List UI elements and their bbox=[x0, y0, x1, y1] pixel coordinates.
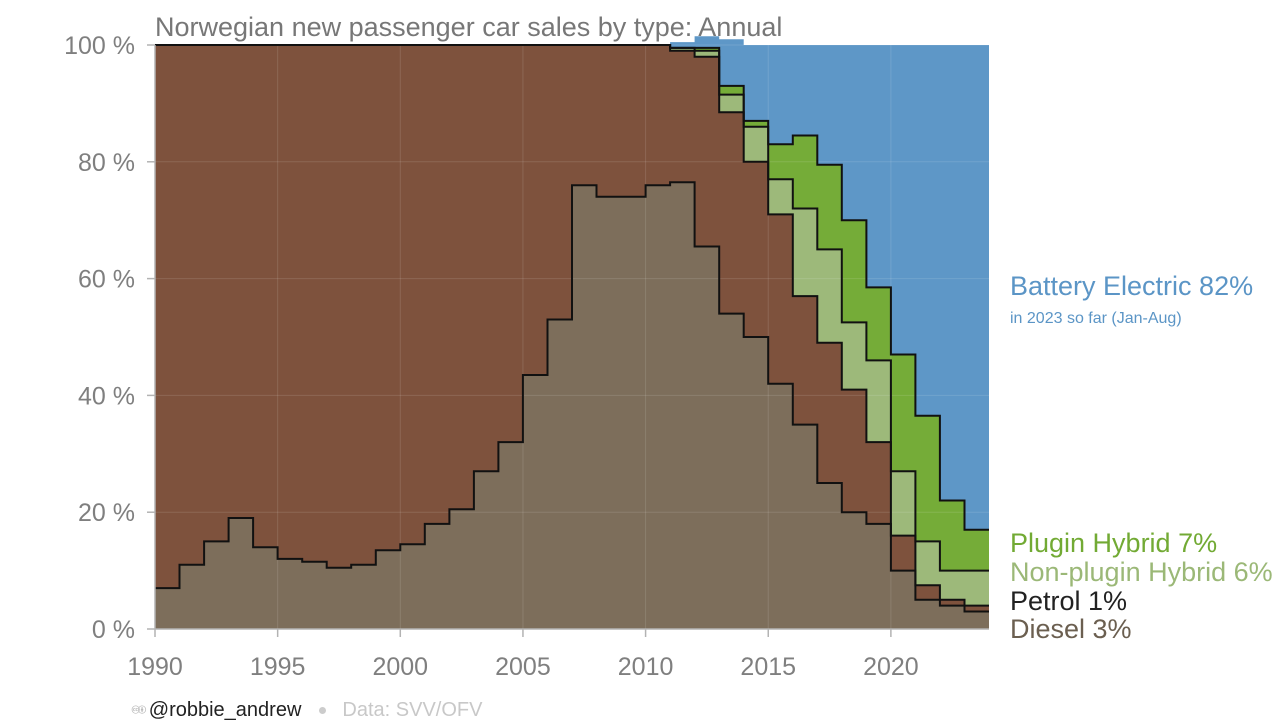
area-battery-electric bbox=[155, 36, 989, 530]
y-tick-label: 40 % bbox=[78, 382, 135, 410]
y-tick-label: 60 % bbox=[78, 266, 135, 294]
area-petrol bbox=[155, 45, 989, 612]
data-source: Data: SVV/OFV bbox=[342, 698, 483, 721]
area-non-plugin-hybrid bbox=[155, 45, 989, 606]
stacked-areas bbox=[155, 36, 989, 629]
y-tick-label: 20 % bbox=[78, 499, 135, 527]
chart-title: Norwegian new passenger car sales by typ… bbox=[155, 12, 782, 42]
label-petrol: Petrol 1% bbox=[1010, 586, 1127, 616]
author-credit[interactable]: @robbie_andrew bbox=[148, 698, 302, 721]
y-axis-ticks: 0 % 20 % 40 % 60 % 80 % 100 % bbox=[64, 32, 155, 644]
outline-plugin-hybrid bbox=[155, 44, 989, 531]
y-tick-label: 100 % bbox=[64, 32, 135, 60]
y-tick-label: 0 % bbox=[92, 616, 135, 644]
x-tick-label: 2020 bbox=[863, 653, 919, 681]
label-battery-electric: Battery Electric 82% bbox=[1010, 271, 1253, 301]
separator-dot bbox=[319, 706, 327, 714]
y-tick-label: 80 % bbox=[78, 149, 135, 177]
label-plugin-hybrid: Plugin Hybrid 7% bbox=[1010, 528, 1217, 558]
label-diesel: Diesel 3% bbox=[1010, 614, 1132, 644]
area-diesel bbox=[155, 182, 989, 629]
x-tick-label: 2005 bbox=[495, 653, 551, 681]
label-non-plugin-hybrid: Non-plugin Hybrid 6% bbox=[1010, 557, 1273, 587]
license-icon: 🅭🅯 bbox=[132, 702, 146, 717]
footer: 🅭🅯 @robbie_andrew Data: SVV/OFV bbox=[132, 698, 482, 722]
series-outlines bbox=[154, 44, 989, 630]
label-battery-electric-note: in 2023 so far (Jan-Aug) bbox=[1010, 310, 1182, 327]
x-tick-label: 1990 bbox=[127, 653, 183, 681]
area-plugin-hybrid bbox=[155, 45, 989, 571]
x-tick-label: 2010 bbox=[618, 653, 674, 681]
x-tick-label: 1995 bbox=[250, 653, 306, 681]
x-axis-ticks: 1990 1995 2000 2005 2010 2015 2020 bbox=[127, 629, 919, 681]
outline-diesel bbox=[155, 181, 989, 613]
x-tick-label: 2015 bbox=[740, 653, 796, 681]
x-tick-label: 2000 bbox=[372, 653, 428, 681]
chart-area: 0 % 20 % 40 % 60 % 80 % 100 % 1990 1995 2000 200… bbox=[64, 12, 1273, 681]
